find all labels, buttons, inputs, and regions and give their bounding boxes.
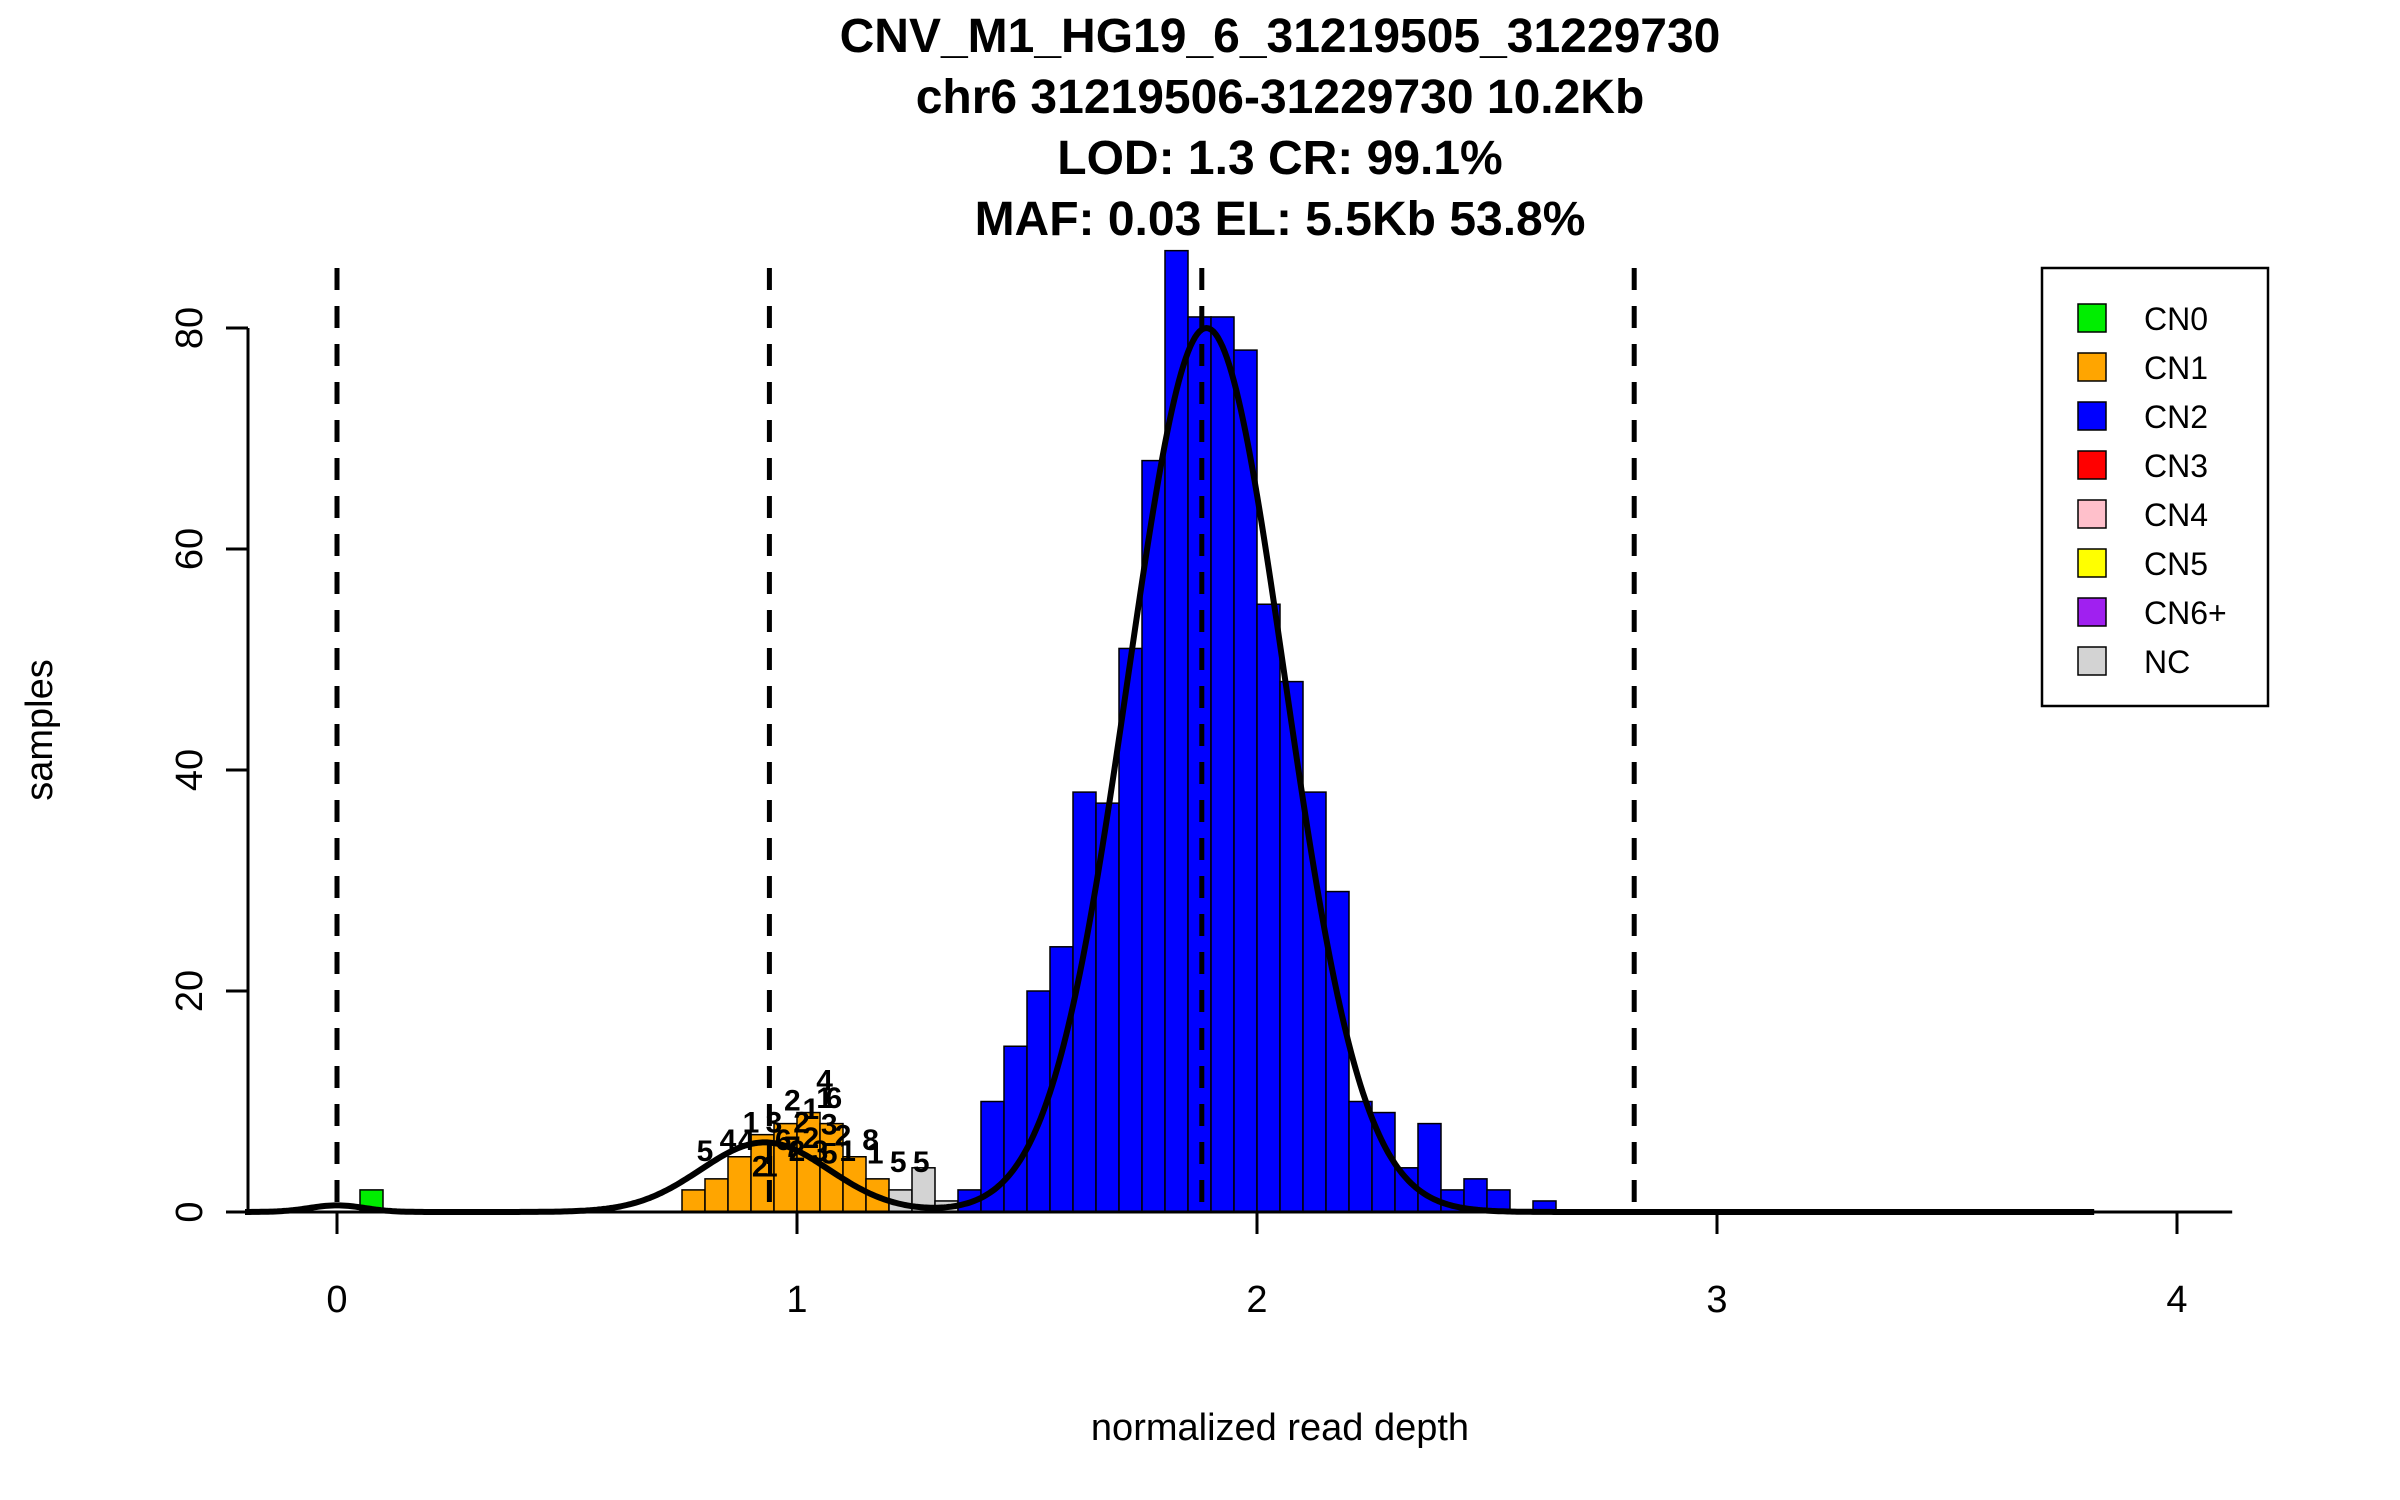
legend-swatch-cn6plus xyxy=(2077,597,2107,627)
bar-30 xyxy=(1348,1100,1373,1213)
legend-label-cn5: CN5 xyxy=(2144,546,2208,582)
y-tick-label-1: 20 xyxy=(169,970,211,1012)
bar-2 xyxy=(704,1178,729,1213)
legend-swatch-cn5 xyxy=(2077,548,2107,578)
legend-swatch-nc xyxy=(2077,646,2107,676)
cluster-label-15: 4 xyxy=(816,1064,833,1097)
x-tick-label-4: 4 xyxy=(2166,1279,2187,1321)
legend-swatch-cn0 xyxy=(2077,303,2107,333)
cluster-label-23: 1 xyxy=(867,1137,884,1170)
legend-box xyxy=(2040,266,2270,708)
x-tick-label-0: 0 xyxy=(326,1279,347,1321)
legend-label-nc: NC xyxy=(2144,644,2190,680)
title-line-1: CNV_M1_HG19_6_31219505_31229730 xyxy=(840,10,1721,63)
legend: CN0 CN1 CN2 CN3 CN4 CN5 CN6+ NC xyxy=(2040,266,2270,708)
title-line-2: chr6 31219506-31229730 10.2Kb xyxy=(916,71,1645,124)
cluster-label-1: 4 xyxy=(720,1124,737,1157)
legend-label-cn1: CN1 xyxy=(2144,350,2208,386)
legend-label-cn6plus: CN6+ xyxy=(2144,595,2227,631)
cluster-label-7: 6 xyxy=(775,1124,792,1157)
cluster-label-12: 1 xyxy=(802,1093,819,1126)
cluster-label-5: 1 xyxy=(761,1151,778,1184)
legend-swatch-cn4 xyxy=(2077,499,2107,529)
cluster-label-25: 5 xyxy=(913,1146,930,1179)
cluster-label-18: 3 xyxy=(821,1109,838,1142)
chart-title: CNV_M1_HG19_6_31219505_31229730 chr6 312… xyxy=(840,10,1721,246)
cluster-label-0: 5 xyxy=(697,1135,714,1168)
cluster-label-2: 4 xyxy=(738,1124,755,1157)
y-tick-label-0: 0 xyxy=(169,1201,211,1222)
bar-15 xyxy=(1003,1045,1028,1213)
cluster-label-9: 7 xyxy=(784,1131,801,1164)
legend-swatch-cn1 xyxy=(2077,352,2107,382)
x-tick-label-3: 3 xyxy=(1706,1279,1727,1321)
cluster-label-21: 1 xyxy=(839,1135,856,1168)
cluster-label-16: 1 xyxy=(816,1082,833,1115)
y-axis: 0 20 40 60 80 xyxy=(169,307,250,1223)
bar-1 xyxy=(681,1189,706,1213)
title-line-3: LOD: 1.3 CR: 99.1% xyxy=(1057,132,1502,185)
cluster-label-14: 3 xyxy=(812,1135,829,1168)
cluster-label-11: 2 xyxy=(793,1106,810,1139)
y-axis-label: samples xyxy=(19,659,61,801)
cluster-label-3: 1 xyxy=(743,1106,760,1139)
x-tick-label-1: 1 xyxy=(786,1279,807,1321)
cluster-label-6: 3 xyxy=(766,1106,783,1139)
cutoff-lines xyxy=(334,268,1637,1212)
bar-26 xyxy=(1256,603,1281,1213)
x-axis: 0 1 2 3 4 xyxy=(245,1210,2233,1321)
cluster-label-13: 2 xyxy=(802,1122,819,1155)
x-tick-label-2: 2 xyxy=(1246,1279,1267,1321)
cluster-label-17: 6 xyxy=(825,1082,842,1115)
cluster-label-20: 2 xyxy=(835,1120,852,1153)
bar-3 xyxy=(727,1156,752,1213)
cluster-label-22: 8 xyxy=(862,1124,879,1157)
y-tick-label-3: 60 xyxy=(169,528,211,570)
cluster-label-10: 2 xyxy=(789,1135,806,1168)
cluster-label-19: 5 xyxy=(821,1137,838,1170)
y-tick-label-2: 40 xyxy=(169,749,211,791)
legend-label-cn3: CN3 xyxy=(2144,448,2208,484)
legend-label-cn2: CN2 xyxy=(2144,399,2208,435)
y-tick-label-4: 80 xyxy=(169,307,211,349)
cluster-label-8: 2 xyxy=(784,1084,801,1117)
bar-24 xyxy=(1210,316,1235,1213)
cluster-label-4: 2 xyxy=(752,1151,769,1184)
x-axis-label: normalized read depth xyxy=(1091,1407,1469,1449)
legend-label-cn4: CN4 xyxy=(2144,497,2208,533)
legend-label-cn0: CN0 xyxy=(2144,301,2208,337)
cluster-label-24: 5 xyxy=(890,1146,907,1179)
legend-swatch-cn3 xyxy=(2077,450,2107,480)
legend-swatch-cn2 xyxy=(2077,401,2107,431)
title-line-4: MAF: 0.03 EL: 5.5Kb 53.8% xyxy=(975,193,1586,246)
